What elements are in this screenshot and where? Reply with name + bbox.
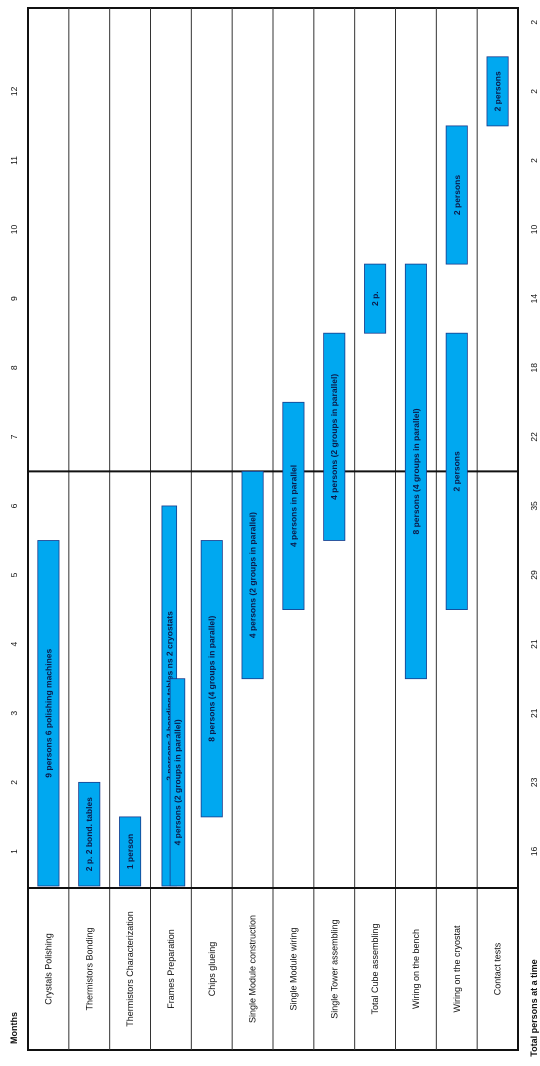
total-persons-value: 2 xyxy=(529,158,539,163)
total-persons-value: 10 xyxy=(529,225,539,235)
gantt-bar-rect xyxy=(241,470,264,680)
gantt-bar: 2 persons xyxy=(445,332,468,611)
total-persons-value: 2 xyxy=(529,89,539,94)
gantt-bar: 8 persons (4 groups in parallel) xyxy=(404,263,427,680)
task-label: Wiring on the cryostat xyxy=(452,925,462,1013)
month-tick-label: 4 xyxy=(9,642,19,647)
gantt-bar-label: 2 p. 2 bond. tables xyxy=(84,797,94,871)
task-label: Thermistors Characterization xyxy=(125,911,135,1027)
gantt-bar: 4 persons (2 groups in parallel) xyxy=(323,332,346,541)
month-tick-label: 10 xyxy=(9,225,19,235)
gantt-bar-rect xyxy=(445,332,468,611)
gantt-bar-rect xyxy=(445,125,468,265)
gantt-bar-rect xyxy=(404,263,427,680)
task-label: Single Module construction xyxy=(248,915,258,1023)
total-persons-value: 2 xyxy=(529,20,539,25)
month-tick-label: 5 xyxy=(9,572,19,577)
gantt-bar-label: 4 persons (2 groups in parallel) xyxy=(172,719,182,845)
gantt-bar-rect xyxy=(37,540,60,887)
gantt-bar: 8 persons (4 groups in parallel) xyxy=(200,540,223,818)
totals-axis-title: Total persons at a time xyxy=(529,959,539,1056)
task-label: Wiring on the bench xyxy=(411,929,421,1009)
total-persons-value: 23 xyxy=(529,777,539,787)
gantt-bar: 2 persons xyxy=(486,56,509,127)
gantt-bar-rect xyxy=(364,263,387,334)
total-persons-value: 16 xyxy=(529,846,539,856)
month-tick-label: 1 xyxy=(9,849,19,854)
total-persons-value: 21 xyxy=(529,708,539,718)
task-label: Single Module wiring xyxy=(288,927,298,1010)
month-tick-label: 11 xyxy=(9,156,19,165)
gantt-bar-label: 9 persons 6 polishing machines xyxy=(43,649,53,778)
gantt-bar-label: 2 persons xyxy=(452,175,462,215)
gantt-bar-label: 8 persons (4 groups in parallel) xyxy=(207,615,217,741)
task-label: Single Tower assembling xyxy=(329,919,339,1018)
gantt-bar-label: 2 persons xyxy=(493,71,503,111)
gantt-bar: 4 persons in parallel xyxy=(282,401,305,610)
month-tick-label: 6 xyxy=(9,503,19,508)
gantt-bar-label: 2 persons 2 bonding tables ns 2 cryostat… xyxy=(164,611,174,781)
gantt-bar-label: 4 persons (2 groups in parallel) xyxy=(329,374,339,500)
gantt-bar: 2 persons xyxy=(445,125,468,265)
months-axis-title: Months xyxy=(9,1012,19,1044)
gantt-bar-label: 4 persons in parallel xyxy=(288,465,298,547)
gantt-bar-label: 2 p. xyxy=(370,291,380,306)
task-label: Thermistors Bonding xyxy=(84,927,94,1010)
total-persons-value: 21 xyxy=(529,639,539,649)
gantt-bar-rect xyxy=(169,678,186,887)
gantt-bar: 2 p. xyxy=(364,263,387,334)
task-label: Chips glueing xyxy=(207,942,217,997)
task-label: Frames Preparation xyxy=(166,929,176,1009)
task-label: Crystals Polishing xyxy=(43,933,53,1005)
month-tick-label: 3 xyxy=(9,711,19,716)
total-persons-value: 35 xyxy=(529,501,539,511)
gantt-bar: 4 persons (2 groups in parallel) xyxy=(241,470,264,680)
gantt-bar: 9 persons 6 polishing machines xyxy=(37,540,60,887)
month-tick-label: 7 xyxy=(9,434,19,439)
gantt-bar: 1 person xyxy=(119,816,142,887)
total-persons-value: 18 xyxy=(529,363,539,373)
gantt-bar-rect xyxy=(200,540,223,818)
month-tick-label: 8 xyxy=(9,365,19,370)
gantt-bar-label: 2 persons xyxy=(452,451,462,491)
month-tick-label: 12 xyxy=(9,86,19,96)
gantt-bar: 2 p. 2 bond. tables xyxy=(78,781,101,887)
gantt-bar: 4 persons (2 groups in parallel) xyxy=(169,678,186,887)
gantt-bar-label: 1 person xyxy=(125,834,135,869)
gantt-bar-rect xyxy=(282,401,305,610)
month-tick-label: 2 xyxy=(9,780,19,785)
total-persons-value: 14 xyxy=(529,294,539,304)
gantt-bar-rect xyxy=(323,332,346,541)
task-label: Contact tests xyxy=(493,942,503,995)
total-persons-value: 22 xyxy=(529,432,539,442)
gantt-bar-label: 4 persons (2 groups in parallel) xyxy=(248,512,258,638)
task-label: Total Cube assembling xyxy=(370,923,380,1014)
gantt-bar-rect xyxy=(486,56,509,127)
gantt-bar-label: 8 persons (4 groups in parallel) xyxy=(411,408,421,534)
gantt-bar-rect xyxy=(119,816,142,887)
gantt-bar-rect xyxy=(78,781,101,887)
total-persons-value: 29 xyxy=(529,570,539,580)
month-tick-label: 9 xyxy=(9,296,19,301)
